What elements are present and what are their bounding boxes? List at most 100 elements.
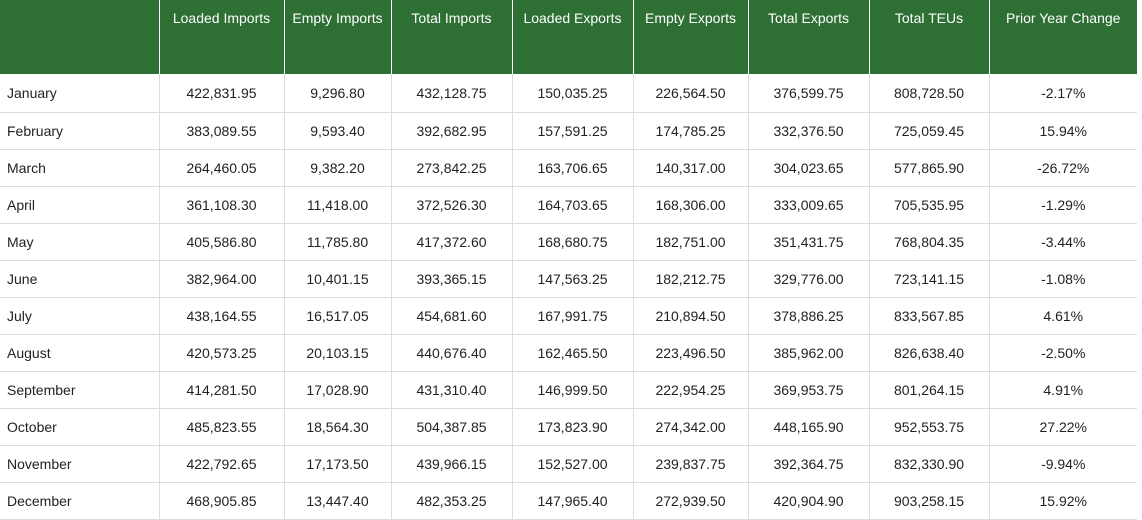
empty-exports-header: Empty Exports [633, 0, 749, 74]
total-imports-cell: 392,682.95 [391, 112, 513, 150]
table-row: July 438,164.55 16,517.05 454,681.60 167,991… [0, 297, 1137, 335]
header-row: Loaded Imports Empty Imports Total Imports… [0, 0, 1137, 74]
total-teus-cell: 833,567.85 [869, 297, 990, 335]
empty-imports-cell: 13,447.40 [284, 482, 392, 520]
prior-year-change-cell: 4.61% [989, 297, 1137, 335]
empty-exports-cell: 274,342.00 [633, 408, 749, 446]
prior-year-change-cell: -26.72% [989, 149, 1137, 187]
month-cell: November [0, 445, 160, 483]
total-exports-cell: 392,364.75 [748, 445, 870, 483]
prior-year-change-cell: -1.08% [989, 260, 1137, 298]
prior-year-change-cell: 4.91% [989, 371, 1137, 409]
prior-year-change-cell: -3.44% [989, 223, 1137, 261]
empty-imports-cell: 20,103.15 [284, 334, 392, 372]
empty-exports-cell: 210,894.50 [633, 297, 749, 335]
empty-exports-cell: 226,564.50 [633, 74, 749, 113]
empty-exports-cell: 174,785.25 [633, 112, 749, 150]
empty-exports-cell: 140,317.00 [633, 149, 749, 187]
total-exports-cell: 304,023.65 [748, 149, 870, 187]
prior-year-change-cell: 27.22% [989, 408, 1137, 446]
total-imports-cell: 432,128.75 [391, 74, 513, 113]
total-imports-cell: 482,353.25 [391, 482, 513, 520]
table-body: January 422,831.95 9,296.80 432,128.75 150,0… [0, 74, 1137, 520]
loaded-exports-cell: 147,563.25 [512, 260, 634, 298]
loaded-imports-cell: 361,108.30 [159, 186, 285, 224]
loaded-exports-cell: 163,706.65 [512, 149, 634, 187]
prior-year-change-cell: 15.92% [989, 482, 1137, 520]
loaded-exports-cell: 168,680.75 [512, 223, 634, 261]
total-exports-cell: 351,431.75 [748, 223, 870, 261]
loaded-imports-cell: 405,586.80 [159, 223, 285, 261]
empty-imports-cell: 9,382.20 [284, 149, 392, 187]
loaded-imports-cell: 468,905.85 [159, 482, 285, 520]
loaded-imports-cell: 422,831.95 [159, 74, 285, 113]
table-row: April 361,108.30 11,418.00 372,526.30 164,70… [0, 186, 1137, 224]
table-row: November 422,792.65 17,173.50 439,966.15 152… [0, 445, 1137, 483]
loaded-imports-cell: 414,281.50 [159, 371, 285, 409]
month-cell: August [0, 334, 160, 372]
loaded-imports-header: Loaded Imports [159, 0, 285, 74]
total-imports-cell: 440,676.40 [391, 334, 513, 372]
total-teus-cell: 801,264.15 [869, 371, 990, 409]
table-header: Loaded Imports Empty Imports Total Imports… [0, 0, 1137, 74]
loaded-imports-cell: 438,164.55 [159, 297, 285, 335]
empty-imports-cell: 9,593.40 [284, 112, 392, 150]
total-teus-cell: 768,804.35 [869, 223, 990, 261]
month-cell: January [0, 74, 160, 113]
loaded-exports-cell: 146,999.50 [512, 371, 634, 409]
total-exports-cell: 329,776.00 [748, 260, 870, 298]
prior-year-change-cell: 15.94% [989, 112, 1137, 150]
total-imports-cell: 417,372.60 [391, 223, 513, 261]
total-teus-cell: 577,865.90 [869, 149, 990, 187]
total-exports-cell: 420,904.90 [748, 482, 870, 520]
table-row: October 485,823.55 18,564.30 504,387.85 173,… [0, 408, 1137, 446]
loaded-exports-cell: 167,991.75 [512, 297, 634, 335]
empty-exports-cell: 168,306.00 [633, 186, 749, 224]
empty-imports-cell: 9,296.80 [284, 74, 392, 113]
total-teus-header: Total TEUs [869, 0, 990, 74]
empty-exports-cell: 222,954.25 [633, 371, 749, 409]
empty-exports-cell: 272,939.50 [633, 482, 749, 520]
prior-year-change-cell: -1.29% [989, 186, 1137, 224]
total-imports-cell: 372,526.30 [391, 186, 513, 224]
total-imports-cell: 393,365.15 [391, 260, 513, 298]
month-cell: May [0, 223, 160, 261]
month-cell: June [0, 260, 160, 298]
total-exports-cell: 448,165.90 [748, 408, 870, 446]
total-imports-header: Total Imports [391, 0, 513, 74]
total-exports-cell: 378,886.25 [748, 297, 870, 335]
total-exports-cell: 385,962.00 [748, 334, 870, 372]
month-cell: April [0, 186, 160, 224]
loaded-imports-cell: 422,792.65 [159, 445, 285, 483]
month-cell: March [0, 149, 160, 187]
total-teus-cell: 832,330.90 [869, 445, 990, 483]
total-imports-cell: 504,387.85 [391, 408, 513, 446]
table-row: June 382,964.00 10,401.15 393,365.15 147,563… [0, 260, 1137, 298]
loaded-imports-cell: 264,460.05 [159, 149, 285, 187]
empty-imports-cell: 11,785.80 [284, 223, 392, 261]
empty-imports-cell: 10,401.15 [284, 260, 392, 298]
total-exports-cell: 376,599.75 [748, 74, 870, 113]
total-teus-cell: 705,535.95 [869, 186, 990, 224]
table-row: August 420,573.25 20,103.15 440,676.40 162,4… [0, 334, 1137, 372]
table-row: February 383,089.55 9,593.40 392,682.95 157,… [0, 112, 1137, 150]
total-exports-cell: 333,009.65 [748, 186, 870, 224]
table-row: December 468,905.85 13,447.40 482,353.25 147… [0, 482, 1137, 520]
table-row: September 414,281.50 17,028.90 431,310.40 14… [0, 371, 1137, 409]
loaded-exports-cell: 150,035.25 [512, 74, 634, 113]
loaded-imports-cell: 420,573.25 [159, 334, 285, 372]
total-teus-cell: 725,059.45 [869, 112, 990, 150]
loaded-exports-cell: 173,823.90 [512, 408, 634, 446]
total-imports-cell: 431,310.40 [391, 371, 513, 409]
loaded-imports-cell: 382,964.00 [159, 260, 285, 298]
empty-exports-cell: 182,751.00 [633, 223, 749, 261]
empty-imports-cell: 17,028.90 [284, 371, 392, 409]
loaded-exports-cell: 147,965.40 [512, 482, 634, 520]
loaded-exports-cell: 162,465.50 [512, 334, 634, 372]
month-cell: October [0, 408, 160, 446]
total-teus-cell: 826,638.40 [869, 334, 990, 372]
total-teus-cell: 903,258.15 [869, 482, 990, 520]
table-row: May 405,586.80 11,785.80 417,372.60 168,680.… [0, 223, 1137, 261]
month-cell: July [0, 297, 160, 335]
